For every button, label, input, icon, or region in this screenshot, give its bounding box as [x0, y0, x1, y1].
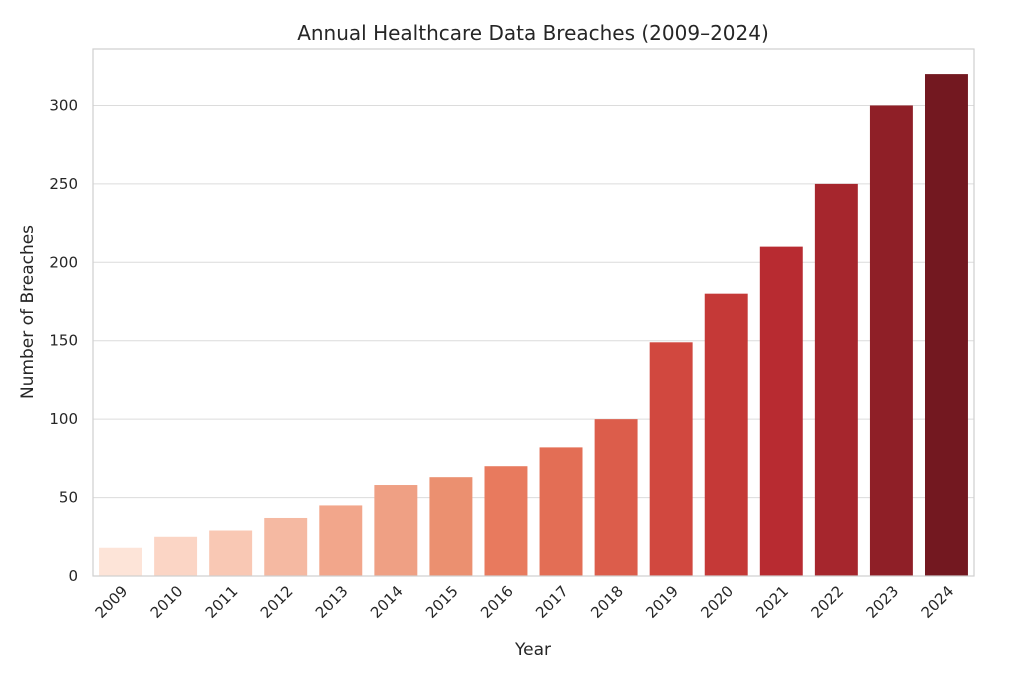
bar-2024 — [924, 74, 968, 576]
x-tick-label: 2010 — [147, 582, 187, 622]
x-tick-label: 2009 — [92, 582, 132, 622]
bar-2014 — [374, 485, 418, 576]
x-tick-label: 2013 — [312, 582, 352, 622]
y-tick-label: 250 — [49, 175, 78, 193]
plot-frame — [92, 48, 975, 577]
x-tick-label: 2024 — [918, 582, 958, 622]
x-tick-label: 2018 — [587, 582, 627, 622]
bar-2011 — [209, 530, 253, 576]
y-tick-label: 100 — [49, 410, 78, 428]
bar-2012 — [264, 517, 308, 576]
bar-2010 — [154, 536, 198, 576]
bar-2019 — [649, 342, 693, 576]
x-tick-label: 2011 — [202, 582, 242, 622]
x-tick-label: 2020 — [697, 582, 737, 622]
bar-2021 — [759, 246, 803, 576]
bar-2016 — [484, 466, 528, 576]
y-tick-label: 300 — [49, 96, 78, 114]
x-tick-label: 2012 — [257, 582, 297, 622]
y-tick-label: 0 — [68, 567, 78, 585]
y-tick-label: 150 — [49, 332, 78, 350]
y-axis-label: Number of Breaches — [18, 225, 38, 399]
y-tick-label: 50 — [59, 489, 78, 507]
x-axis-ticks: 2009 2010 2011 2012 2013 2014 2015 2016 2017 2018… — [92, 582, 958, 622]
bar-2017 — [539, 447, 583, 576]
x-tick-label: 2023 — [863, 582, 903, 622]
bar-2013 — [319, 505, 363, 576]
y-axis-ticks: 0 50 100 150 200 250 300 — [49, 96, 78, 585]
x-tick-label: 2021 — [752, 582, 792, 622]
chart-title: Annual Healthcare Data Breaches (2009–20… — [297, 21, 769, 45]
bar-2009 — [99, 547, 143, 576]
x-tick-label: 2016 — [477, 582, 517, 622]
bar-2020 — [704, 293, 748, 576]
bars — [99, 74, 968, 576]
bar-2022 — [814, 183, 858, 576]
x-tick-label: 2015 — [422, 582, 462, 622]
x-axis-label: Year — [514, 640, 551, 660]
bar-2023 — [869, 105, 913, 576]
gridlines — [93, 104, 974, 577]
x-tick-label: 2017 — [532, 582, 572, 622]
x-tick-label: 2014 — [367, 582, 407, 622]
y-tick-label: 200 — [49, 253, 78, 271]
bar-2015 — [429, 477, 473, 576]
bar-2018 — [594, 419, 638, 576]
x-tick-label: 2019 — [642, 582, 682, 622]
x-tick-label: 2022 — [807, 582, 847, 622]
